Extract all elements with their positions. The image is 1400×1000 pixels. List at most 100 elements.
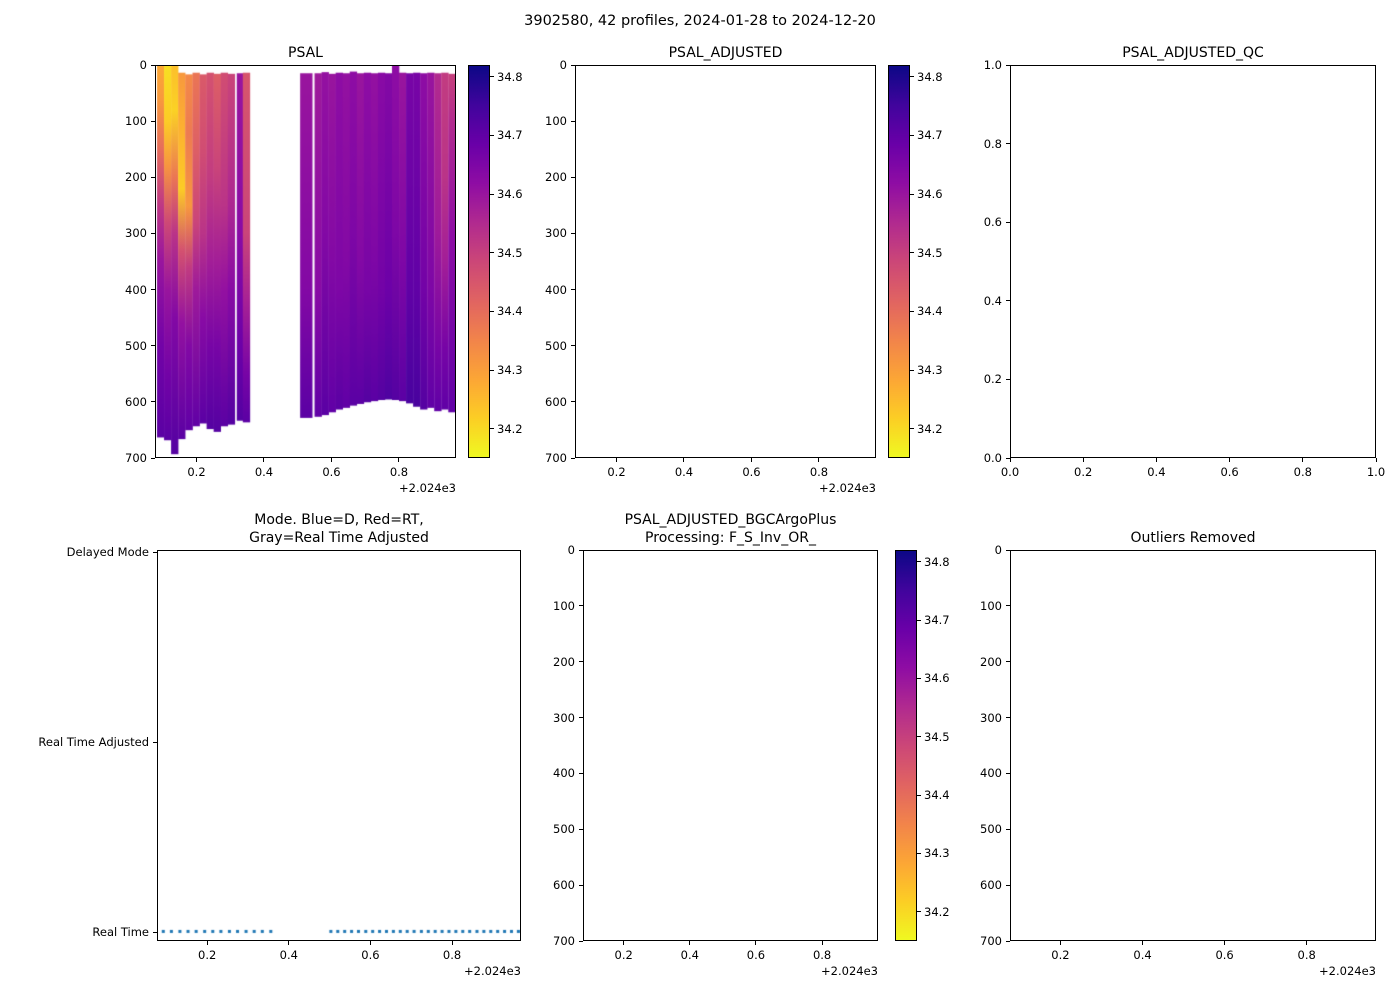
colorbar-tick-label: 34.2 [917, 421, 943, 436]
y-tick-label: 0 [139, 58, 147, 72]
y-tick-mark [1006, 378, 1010, 380]
y-tick-label: 400 [553, 766, 575, 781]
psal-title: PSAL [288, 45, 323, 61]
x-tick-label: 0.2 [614, 948, 633, 962]
x-tick-mark [1302, 458, 1304, 462]
figure-title: 3902580, 42 profiles, 2024-01-28 to 2024… [524, 13, 876, 29]
y-tick-mark [579, 717, 583, 719]
colorbar-tick-label: 34.3 [924, 846, 950, 861]
x-tick-mark [821, 941, 823, 945]
y-tick-label: 600 [980, 878, 1002, 893]
y-tick-label: 300 [980, 710, 1002, 725]
y-tick-label: 700 [545, 451, 567, 465]
colorbar-tick-mark [917, 677, 921, 679]
colorbar-tick-mark [490, 193, 494, 195]
mode-title-line1: Mode. Blue=D, Red=RT, [254, 512, 424, 528]
y-tick-label: 200 [545, 170, 567, 185]
colorbar-tick-mark [917, 736, 921, 738]
y-tick-mark [571, 176, 575, 178]
mode-scatter-canvas [158, 551, 520, 940]
colorbar-tick-label: 34.5 [917, 245, 943, 260]
y-tick-mark [1006, 300, 1010, 302]
colorbar-tick-label: 34.7 [917, 128, 943, 143]
y-tick-mark [571, 345, 575, 347]
x-tick-mark [451, 941, 453, 945]
colorbar-tick-label: 34.5 [924, 729, 950, 744]
y-tick-mark [1006, 940, 1010, 942]
y-tick-label: 600 [553, 878, 575, 893]
y-tick-label: 600 [125, 394, 147, 409]
y-tick-mark [151, 64, 155, 66]
x-tick-mark [1224, 941, 1226, 945]
axis-offset-label: +2.024e3 [1319, 964, 1376, 978]
y-tick-label: 0.2 [983, 372, 1002, 387]
y-tick-mark [151, 176, 155, 178]
y-tick-label: 100 [980, 598, 1002, 613]
colorbar-tick-label: 34.6 [917, 187, 943, 202]
axis-offset-label: +2.024e3 [464, 964, 521, 978]
y-tick-mark [153, 931, 157, 933]
x-tick-label: 0.8 [812, 948, 832, 962]
x-tick-label: 0.8 [442, 948, 462, 962]
x-tick-label: 0.4 [680, 948, 699, 962]
colorbar-tick-label: 34.7 [497, 128, 523, 143]
y-tick-mark [1006, 221, 1010, 223]
colorbar-tick-label: 34.8 [917, 69, 943, 84]
x-tick-mark [369, 941, 371, 945]
x-tick-mark [1082, 458, 1084, 462]
colorbar-tick-label: 34.6 [924, 671, 950, 686]
x-tick-mark [1229, 458, 1231, 462]
colorbar-tick-label: 34.2 [497, 421, 523, 436]
y-tick-label: 500 [553, 822, 575, 837]
colorbar-tick-mark [910, 193, 914, 195]
colorbar-tick-mark [910, 134, 914, 136]
y-tick-mark [153, 741, 157, 743]
x-tick-mark [1306, 941, 1308, 945]
colorbar-tick-label: 34.8 [924, 554, 950, 569]
y-tick-label: 500 [980, 822, 1002, 837]
y-tick-mark [579, 940, 583, 942]
bgc-title: PSAL_ADJUSTED_BGCArgoPlus Processing: F_… [583, 511, 878, 547]
x-tick-label: 0.4 [674, 465, 694, 479]
y-tick-label: 100 [545, 114, 567, 129]
mode-title: Mode. Blue=D, Red=RT, Gray=Real Time Adj… [157, 511, 521, 547]
y-tick-label: 700 [125, 451, 147, 465]
colorbar-tick-mark [917, 561, 921, 563]
colorbar-tick-mark [917, 852, 921, 854]
axis-offset-label: +2.024e3 [821, 964, 878, 978]
colorbar-tick-mark [917, 794, 921, 796]
x-tick-mark [616, 458, 617, 462]
colorbar-tick-mark [917, 619, 921, 621]
bgc-title-line2: Processing: F_S_Inv_OR_ [645, 530, 816, 546]
axis-offset-label: +2.024e3 [399, 481, 456, 495]
y-tick-mark [153, 551, 157, 553]
x-tick-mark [1142, 941, 1144, 945]
bgc-title-line1: PSAL_ADJUSTED_BGCArgoPlus [624, 512, 837, 528]
y-tick-label: 0 [994, 543, 1002, 557]
y-tick-mark [151, 345, 155, 347]
bgc-colorbar [895, 550, 917, 941]
y-tick-label: 0.4 [983, 293, 1002, 308]
x-tick-label: 0.6 [322, 465, 341, 479]
y-tick-label: 300 [545, 226, 567, 241]
y-tick-mark [571, 401, 575, 403]
x-tick-label: 0.8 [389, 465, 409, 479]
colorbar-tick-label: 34.8 [497, 69, 523, 84]
mode-title-line2: Gray=Real Time Adjusted [249, 530, 429, 546]
x-tick-mark [398, 458, 400, 462]
x-tick-mark [1375, 458, 1377, 462]
y-tick-mark [151, 457, 155, 459]
y-tick-mark [151, 120, 155, 122]
y-tick-label: 600 [545, 394, 567, 409]
y-tick-mark [579, 549, 583, 551]
y-tick-label: 100 [125, 114, 147, 129]
x-tick-label: 0.8 [1293, 465, 1312, 479]
x-tick-label: 0.6 [361, 948, 380, 962]
psal-adjusted-qc-axes [1010, 65, 1376, 458]
colorbar-tick-mark [910, 252, 914, 254]
x-tick-label: 0.6 [742, 465, 761, 479]
x-tick-label: 0.4 [279, 948, 298, 962]
psal-heatmap-canvas [156, 66, 455, 457]
x-tick-label: 0.2 [1074, 465, 1093, 479]
